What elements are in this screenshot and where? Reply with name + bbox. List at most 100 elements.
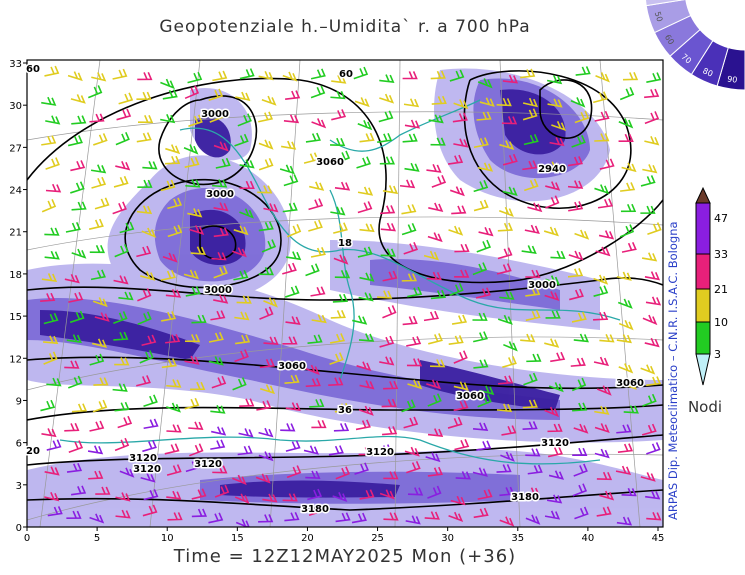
wind-barb xyxy=(377,290,393,299)
wind-barb xyxy=(502,186,518,196)
wind-barb xyxy=(644,88,660,99)
wind-barb xyxy=(44,491,60,502)
wind-barb xyxy=(454,439,470,451)
wind-barb xyxy=(354,97,370,108)
wind-barb xyxy=(616,424,632,434)
contour-label: 3120 xyxy=(129,453,157,464)
wind-barb xyxy=(113,275,129,285)
wind-barb xyxy=(137,311,152,326)
wind-barb xyxy=(91,176,107,189)
wind-barb xyxy=(330,137,346,147)
wind-barb xyxy=(141,227,157,239)
wind-barb xyxy=(621,162,637,173)
wind-barb xyxy=(357,246,373,258)
wind-barb xyxy=(115,509,131,519)
wind-barb xyxy=(239,398,255,407)
wind-barb xyxy=(112,201,127,215)
wind-barb xyxy=(545,161,561,172)
wind-barb xyxy=(616,334,632,344)
wind-barb xyxy=(359,380,375,390)
wind-barb xyxy=(359,132,375,143)
wind-barb xyxy=(183,269,199,280)
wind-barb xyxy=(622,379,637,390)
wind-barb xyxy=(430,359,446,368)
wind-barb xyxy=(572,447,588,456)
contour-label: 3120 xyxy=(366,447,394,458)
wind-barb xyxy=(526,353,542,363)
wind-barb xyxy=(401,399,416,413)
wind-barb xyxy=(382,185,399,195)
wind-barb xyxy=(162,89,178,100)
wind-barb xyxy=(41,428,57,438)
wind-barb xyxy=(642,314,658,326)
wind-barb xyxy=(165,333,181,344)
humidity-legend: 90807060504030 xyxy=(645,0,745,91)
map-field xyxy=(27,60,663,527)
wind-barb xyxy=(258,221,274,232)
y-tick-label: 18 xyxy=(9,270,22,281)
wind-barb xyxy=(593,356,610,367)
wind-barb xyxy=(403,98,420,108)
wind-barb xyxy=(331,74,347,84)
wind-barb xyxy=(448,335,464,345)
colorbar-label: 10 xyxy=(714,316,728,329)
wind-barb xyxy=(594,405,610,415)
wind-barb xyxy=(236,295,252,304)
wind-barb xyxy=(137,114,154,124)
y-tick-label: 6 xyxy=(16,439,22,450)
wind-barb xyxy=(66,510,82,519)
wind-barb xyxy=(114,401,130,412)
wind-barb xyxy=(501,116,518,125)
wind-barb xyxy=(89,113,105,123)
wind-barb xyxy=(379,335,395,348)
wind-barb xyxy=(285,316,301,325)
wind-barb xyxy=(595,246,611,257)
y-tick-label: 12 xyxy=(9,354,22,365)
wind-barb xyxy=(427,393,442,407)
wind-barb xyxy=(70,160,86,172)
wind-barb xyxy=(427,485,442,499)
wind-barb xyxy=(261,239,277,253)
wind-barb xyxy=(501,425,517,436)
contour-label: 3180 xyxy=(301,504,329,515)
wind-barb xyxy=(143,418,159,430)
wind-barb xyxy=(646,72,662,83)
wind-barb xyxy=(310,68,326,80)
wind-barb xyxy=(522,97,539,108)
wind-barb xyxy=(165,155,181,165)
wind-barb xyxy=(114,357,130,366)
wind-barb xyxy=(550,351,566,363)
wind-barb xyxy=(381,398,397,408)
wind-barb xyxy=(568,201,584,212)
wind-barb xyxy=(594,423,610,434)
wind-barb xyxy=(166,402,181,413)
plot-frame xyxy=(26,59,664,528)
contour-label: 2940 xyxy=(538,164,566,175)
wind-barb xyxy=(423,250,440,261)
wind-barb xyxy=(115,161,131,171)
wind-barb xyxy=(379,74,395,84)
wind-barb xyxy=(596,385,612,396)
wind-barb xyxy=(139,350,154,364)
wind-barb xyxy=(425,452,441,463)
wind-barb xyxy=(211,375,227,389)
wind-barb xyxy=(550,250,566,260)
wind-barb xyxy=(212,70,228,82)
wind-barb xyxy=(618,118,634,129)
wind-barb xyxy=(477,162,494,172)
wind-barb xyxy=(496,263,512,275)
colorbar-label: 3 xyxy=(714,348,721,361)
wind-barb xyxy=(308,219,323,232)
wind-barb xyxy=(46,439,62,451)
wind-barb xyxy=(453,381,469,391)
wind-barb xyxy=(283,174,299,187)
wind-barb xyxy=(573,333,589,343)
wind-barb xyxy=(235,334,251,345)
contour-label: 3000 xyxy=(206,189,234,200)
wind-barb xyxy=(88,218,104,230)
wind-barb xyxy=(594,110,610,122)
wind-barb xyxy=(231,247,247,258)
wind-barb xyxy=(597,198,614,209)
wind-barb xyxy=(473,359,489,369)
wind-barb xyxy=(594,184,610,195)
